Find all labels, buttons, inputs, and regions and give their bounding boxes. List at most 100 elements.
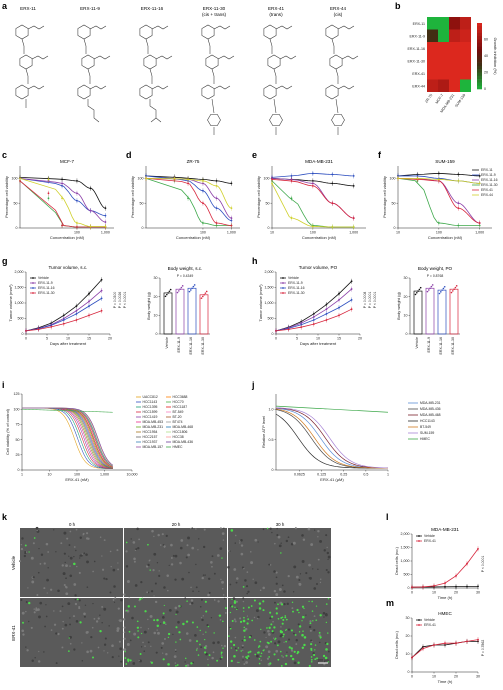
legend-entry: ERX-11-16: [288, 286, 305, 290]
dead-cell-marker: [125, 609, 128, 612]
legend-entry: HCC1806: [173, 430, 188, 434]
cell-texture: [323, 549, 326, 552]
data-point: [457, 202, 460, 205]
cell-texture: [234, 636, 237, 639]
legend-entry: HMEC: [420, 437, 431, 441]
dead-cell-marker: [246, 657, 248, 660]
x-tick-label: 100: [310, 231, 316, 235]
dead-cell-marker: [275, 607, 278, 610]
y-tick-label: 50: [266, 201, 270, 205]
cell-texture: [73, 648, 76, 651]
dead-cell-marker: [282, 618, 285, 621]
x-tick-label: 10: [316, 337, 320, 341]
legend-entry: MDA-MB-231: [420, 401, 441, 405]
data-point: [50, 325, 53, 328]
data-point: [455, 642, 457, 645]
dead-cell-marker: [302, 615, 305, 619]
cell-texture: [81, 642, 83, 644]
dead-cell-marker: [230, 529, 234, 532]
cell-texture: [267, 650, 271, 654]
panel-letter-h: h: [252, 256, 258, 266]
y-tick-label: 75: [16, 423, 20, 427]
chart-title: MCF-7: [60, 159, 74, 164]
colorbar-tick: 0: [484, 87, 486, 91]
cell-texture: [254, 538, 258, 542]
dead-cell-marker: [310, 658, 313, 661]
cell-texture: [36, 529, 38, 532]
cell-texture: [287, 628, 291, 631]
data-point: [37, 328, 40, 331]
compound-name: ERX-11-30: [203, 6, 226, 11]
dead-cell-marker: [301, 605, 305, 608]
y-tick-label: 0: [408, 586, 410, 590]
panel-letter-j: j: [251, 380, 255, 390]
x-axis-label: ERX-41 (nM): [65, 477, 89, 482]
dead-cell-marker: [134, 605, 136, 608]
cell-texture: [210, 561, 213, 564]
cell-texture: [75, 549, 77, 552]
cell-texture: [274, 542, 276, 545]
panel-h-bodyweight-chart: Body weight, PO P = 0.8768 0 10 20 30 Body wei…: [396, 266, 460, 355]
dead-cell-marker: [238, 661, 240, 664]
colorbar-step: [477, 42, 482, 47]
panel-letter-k: k: [2, 512, 8, 522]
y-tick-label: 30: [154, 276, 158, 280]
bar-dot: [426, 290, 429, 293]
y-tick-label: 500: [18, 317, 24, 321]
x-tick-label: 30: [476, 675, 480, 679]
cell-texture: [211, 565, 213, 568]
x-tick-label: 1: [21, 473, 23, 477]
cell-texture: [74, 598, 77, 601]
dead-cell-marker: [229, 627, 232, 630]
data-point: [202, 202, 204, 205]
y-tick-label: 50: [14, 201, 18, 205]
side-chain: [27, 25, 45, 30]
cell-texture: [113, 585, 116, 588]
dead-cell-marker: [259, 607, 261, 609]
cell-texture: [245, 585, 249, 588]
dead-cell-marker: [185, 664, 188, 667]
legend-entry: Vehicle: [424, 534, 435, 538]
dead-cell-marker: [191, 621, 194, 624]
data-point: [466, 585, 468, 588]
cell-texture: [64, 623, 68, 627]
x-tick-label: 1: [387, 473, 389, 477]
bar-dot: [164, 295, 167, 298]
cell-texture: [86, 532, 89, 535]
cell-texture: [280, 542, 282, 544]
y-tick-label: 0.5: [269, 438, 274, 442]
cell-texture: [242, 600, 245, 603]
micrograph-col-label: 20 h: [172, 522, 181, 527]
data-point: [444, 582, 446, 585]
data-point: [437, 178, 440, 181]
legend-entry: Vehicle: [38, 276, 49, 280]
data-point: [230, 224, 233, 227]
x-tick-label: 5: [46, 337, 48, 341]
dead-cell-marker: [153, 619, 156, 622]
y-axis-label: Tumor volume (mm³): [8, 284, 13, 322]
structure-drawing: [201, 24, 235, 135]
cell-texture: [187, 553, 190, 557]
cell-texture: [250, 561, 254, 565]
dead-cell-marker: [260, 628, 262, 631]
cell-texture: [119, 647, 123, 651]
dead-cell-marker: [266, 527, 269, 530]
cell-texture: [43, 562, 46, 565]
data-point: [352, 217, 355, 219]
cell-texture: [305, 614, 307, 616]
x-tick-label: 1,000: [101, 231, 110, 235]
bar-dot: [414, 293, 417, 296]
colorbar-step: [477, 26, 482, 30]
data-point: [230, 207, 233, 210]
dead-cell-marker: [271, 630, 274, 633]
legend-entry: MDA-MB-436: [173, 440, 194, 444]
x-tick-label: 10: [432, 675, 436, 679]
dead-cell-marker: [308, 600, 310, 603]
dead-cell-marker: [167, 663, 170, 666]
dead-cell-marker: [247, 655, 250, 658]
x-axis-label: Concentration (nM): [176, 235, 211, 240]
dead-cell-marker: [284, 616, 287, 619]
data-point: [422, 586, 424, 588]
bar-dot: [192, 285, 195, 288]
dead-cell-marker: [277, 658, 280, 661]
